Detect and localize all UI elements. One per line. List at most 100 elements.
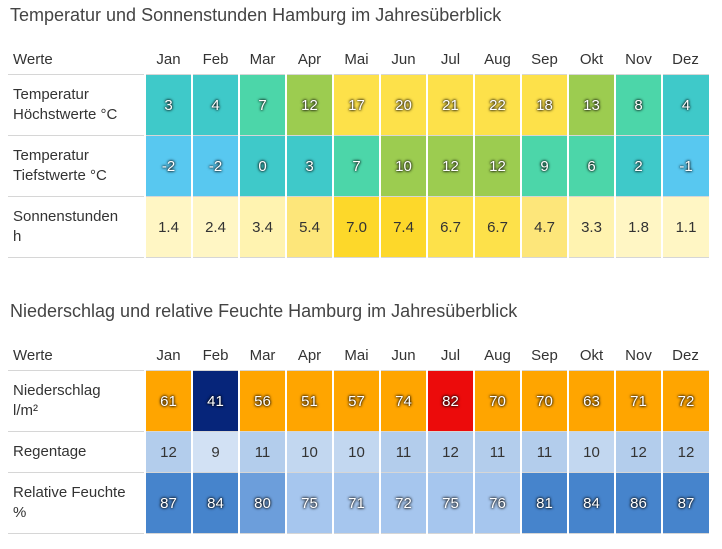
table-row: Niederschlag l/m² 61 41 56 51 57 74 82 70 70 63 71 72	[8, 370, 709, 432]
value-cell: 4	[661, 74, 709, 136]
month-header: Okt	[568, 44, 615, 75]
month-header: Nov	[615, 44, 662, 75]
month-header: Mar	[239, 44, 286, 75]
value-cell: 84	[567, 472, 615, 534]
row-label: Sonnenstunden h	[8, 196, 145, 258]
row-label: Relative Feuchte%	[8, 472, 145, 534]
value-cell: 17	[332, 74, 380, 136]
value-cell: 82	[426, 370, 474, 432]
row-label-line: Temperatur	[13, 147, 89, 164]
month-header: Sep	[521, 340, 568, 371]
month-header: Sep	[521, 44, 568, 75]
value-cell: 87	[144, 472, 192, 534]
row-label-line: h	[13, 228, 22, 245]
header-label: Werte	[8, 340, 145, 371]
row-label-line: Tiefstwerte °C	[13, 167, 107, 184]
month-header: Feb	[192, 44, 239, 75]
row-label-line: Sonnenstunden	[13, 208, 119, 225]
value-cell: 2	[614, 135, 662, 197]
value-cell: 21	[426, 74, 474, 136]
value-cell: 3.3	[567, 196, 615, 258]
month-header: Jan	[145, 340, 192, 371]
value-cell: 10	[567, 431, 615, 473]
table-row: Regentage 12 9 11 10 10 11 12 11 11 10 12 12	[8, 431, 709, 473]
table-header-row: Werte Jan Feb Mar Apr Mai Jun Jul Aug Sep Okt Nov De…	[8, 340, 709, 371]
value-cell: 6.7	[426, 196, 474, 258]
value-cell: 1.8	[614, 196, 662, 258]
value-cell: 4.7	[520, 196, 568, 258]
value-cell: 3	[144, 74, 192, 136]
month-header: Jun	[380, 340, 427, 371]
value-cell: 11	[473, 431, 521, 473]
value-cell: 1.4	[144, 196, 192, 258]
month-header: Aug	[474, 44, 521, 75]
month-header: Apr	[286, 340, 333, 371]
value-cell: 70	[473, 370, 521, 432]
row-label: Niederschlag l/m²	[8, 370, 145, 432]
value-cell: 22	[473, 74, 521, 136]
value-cell: 18	[520, 74, 568, 136]
value-cell: -2	[191, 135, 239, 197]
row-label-line: Regentage	[13, 443, 87, 460]
header-label: Werte	[8, 44, 145, 75]
month-header: Jul	[427, 44, 474, 75]
value-cell: 20	[379, 74, 427, 136]
value-cell: 51	[285, 370, 333, 432]
month-header: Jan	[145, 44, 192, 75]
value-cell: -2	[144, 135, 192, 197]
value-cell: 6	[567, 135, 615, 197]
month-header: Jul	[427, 340, 474, 371]
value-cell: 10	[379, 135, 427, 197]
value-cell: 3	[285, 135, 333, 197]
value-cell: 84	[191, 472, 239, 534]
row-label: Temperatur Tiefstwerte °C	[8, 135, 145, 197]
value-cell: 72	[379, 472, 427, 534]
value-cell: 1.1	[661, 196, 709, 258]
precipitation-humidity-table: Werte Jan Feb Mar Apr Mai Jun Jul Aug Sep Okt Nov De…	[8, 340, 709, 534]
value-cell: 70	[520, 370, 568, 432]
value-cell: 7	[238, 74, 286, 136]
row-label-line: %	[13, 504, 27, 521]
value-cell: 61	[144, 370, 192, 432]
month-header: Jun	[380, 44, 427, 75]
month-header: Feb	[192, 340, 239, 371]
value-cell: 12	[285, 74, 333, 136]
value-cell: 11	[379, 431, 427, 473]
value-cell: 12	[426, 135, 474, 197]
month-header: Apr	[286, 44, 333, 75]
value-cell: 71	[614, 370, 662, 432]
value-cell: 12	[426, 431, 474, 473]
value-cell: 80	[238, 472, 286, 534]
value-cell: 2.4	[191, 196, 239, 258]
value-cell: 11	[520, 431, 568, 473]
month-header: Dez	[662, 340, 709, 371]
value-cell: 12	[144, 431, 192, 473]
value-cell: 9	[520, 135, 568, 197]
value-cell: 5.4	[285, 196, 333, 258]
value-cell: 57	[332, 370, 380, 432]
month-header: Mar	[239, 340, 286, 371]
value-cell: 4	[191, 74, 239, 136]
value-cell: 8	[614, 74, 662, 136]
table-row: Temperatur Höchstwerte °C 3 4 7 12 17 20 21 22 18 1…	[8, 74, 709, 136]
value-cell: 72	[661, 370, 709, 432]
table-row: Relative Feuchte% 87 84 80 75 71 72 75 76 81 84 86 8…	[8, 472, 709, 534]
value-cell: 74	[379, 370, 427, 432]
value-cell: 0	[238, 135, 286, 197]
row-label-line: Höchstwerte °C	[13, 106, 118, 123]
value-cell: 71	[332, 472, 380, 534]
value-cell: 75	[285, 472, 333, 534]
row-label: Temperatur Höchstwerte °C	[8, 74, 145, 136]
value-cell: 3.4	[238, 196, 286, 258]
value-cell: 81	[520, 472, 568, 534]
row-label-line: Relative Feuchte	[13, 484, 126, 501]
table-row: Sonnenstunden h 1.4 2.4 3.4 5.4 7.0 7.4 6.7 6.7 4.…	[8, 196, 709, 258]
value-cell: 6.7	[473, 196, 521, 258]
value-cell: 12	[473, 135, 521, 197]
table-row: Temperatur Tiefstwerte °C -2 -2 0 3 7 10 12 12 9 6 2…	[8, 135, 709, 197]
value-cell: 75	[426, 472, 474, 534]
value-cell: 11	[238, 431, 286, 473]
value-cell: 56	[238, 370, 286, 432]
row-label-line: Temperatur	[13, 86, 89, 103]
month-header: Mai	[333, 340, 380, 371]
